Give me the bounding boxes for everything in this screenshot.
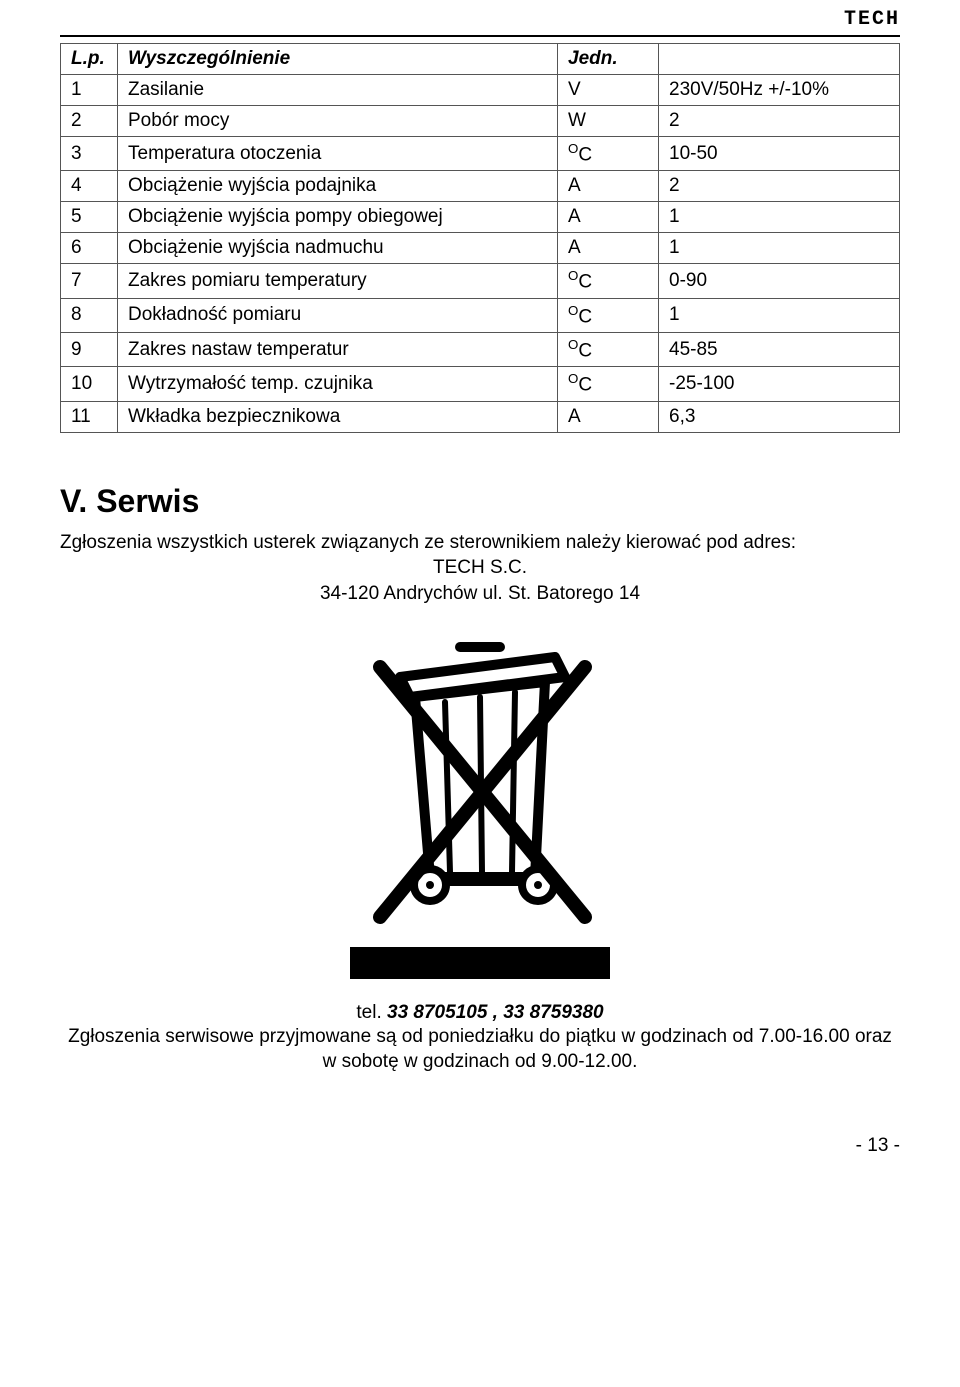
col-lp: L.p. (61, 44, 118, 75)
cell-desc: Obciążenie wyjścia pompy obiegowej (118, 202, 558, 233)
cell-unit: OC (558, 264, 659, 298)
cell-num: 10 (61, 367, 118, 401)
table-row: 4Obciążenie wyjścia podajnikaA2 (61, 171, 900, 202)
table-row: 5Obciążenie wyjścia pompy obiegowejA1 (61, 202, 900, 233)
cell-num: 3 (61, 137, 118, 171)
divider-top (60, 35, 900, 37)
cell-num: 6 (61, 233, 118, 264)
tel-line: tel. 33 8705105 , 33 8759380 (60, 1002, 900, 1024)
cell-num: 8 (61, 298, 118, 332)
company-name: TECH S.C. (60, 555, 900, 581)
col-val (659, 44, 900, 75)
cell-unit: OC (558, 367, 659, 401)
cell-num: 5 (61, 202, 118, 233)
cell-desc: Pobór mocy (118, 106, 558, 137)
cell-value: 1 (659, 298, 900, 332)
cell-value: 0-90 (659, 264, 900, 298)
cell-value: -25-100 (659, 367, 900, 401)
table-header-row: L.p. Wyszczególnienie Jedn. (61, 44, 900, 75)
cell-desc: Wytrzymałość temp. czujnika (118, 367, 558, 401)
cell-unit: OC (558, 137, 659, 171)
cell-value: 10-50 (659, 137, 900, 171)
cell-num: 2 (61, 106, 118, 137)
cell-value: 2 (659, 171, 900, 202)
cell-value: 230V/50Hz +/-10% (659, 75, 900, 106)
cell-desc: Zasilanie (118, 75, 558, 106)
cell-unit: V (558, 75, 659, 106)
cell-value: 1 (659, 202, 900, 233)
hours-text: Zgłoszenia serwisowe przyjmowane są od p… (60, 1024, 900, 1075)
table-row: 6Obciążenie wyjścia nadmuchuA1 (61, 233, 900, 264)
cell-unit: A (558, 401, 659, 432)
cell-num: 4 (61, 171, 118, 202)
cell-desc: Wkładka bezpiecznikowa (118, 401, 558, 432)
cell-desc: Temperatura otoczenia (118, 137, 558, 171)
page-number: - 13 - (60, 1135, 900, 1157)
company-address: 34-120 Andrychów ul. St. Batorego 14 (60, 581, 900, 607)
cell-desc: Zakres pomiaru temperatury (118, 264, 558, 298)
cell-desc: Obciążenie wyjścia nadmuchu (118, 233, 558, 264)
cell-unit: A (558, 202, 659, 233)
spec-table: L.p. Wyszczególnienie Jedn. 1ZasilanieV2… (60, 43, 900, 433)
table-row: 10Wytrzymałość temp. czujnikaOC-25-100 (61, 367, 900, 401)
intro-text: Zgłoszenia wszystkich usterek związanych… (60, 530, 900, 556)
table-row: 7Zakres pomiaru temperaturyOC0-90 (61, 264, 900, 298)
table-row: 2Pobór mocyW2 (61, 106, 900, 137)
col-unit: Jedn. (558, 44, 659, 75)
cell-unit: A (558, 233, 659, 264)
weee-icon (60, 627, 900, 992)
brand-logo: TECH (60, 0, 900, 35)
cell-desc: Zakres nastaw temperatur (118, 332, 558, 366)
cell-desc: Obciążenie wyjścia podajnika (118, 171, 558, 202)
tel-label: tel. (356, 1002, 381, 1023)
cell-unit: W (558, 106, 659, 137)
cell-unit: OC (558, 298, 659, 332)
tel-numbers: 33 8705105 , 33 8759380 (387, 1002, 604, 1023)
section-title: V. Serwis (60, 483, 900, 520)
cell-value: 2 (659, 106, 900, 137)
table-row: 8Dokładność pomiaruOC1 (61, 298, 900, 332)
table-row: 1ZasilanieV230V/50Hz +/-10% (61, 75, 900, 106)
table-row: 11Wkładka bezpiecznikowaA6,3 (61, 401, 900, 432)
cell-value: 45-85 (659, 332, 900, 366)
cell-desc: Dokładność pomiaru (118, 298, 558, 332)
cell-value: 6,3 (659, 401, 900, 432)
cell-unit: A (558, 171, 659, 202)
table-row: 3Temperatura otoczeniaOC10-50 (61, 137, 900, 171)
cell-value: 1 (659, 233, 900, 264)
cell-num: 1 (61, 75, 118, 106)
cell-num: 7 (61, 264, 118, 298)
cell-num: 11 (61, 401, 118, 432)
col-desc: Wyszczególnienie (118, 44, 558, 75)
cell-unit: OC (558, 332, 659, 366)
table-row: 9Zakres nastaw temperaturOC45-85 (61, 332, 900, 366)
cell-num: 9 (61, 332, 118, 366)
